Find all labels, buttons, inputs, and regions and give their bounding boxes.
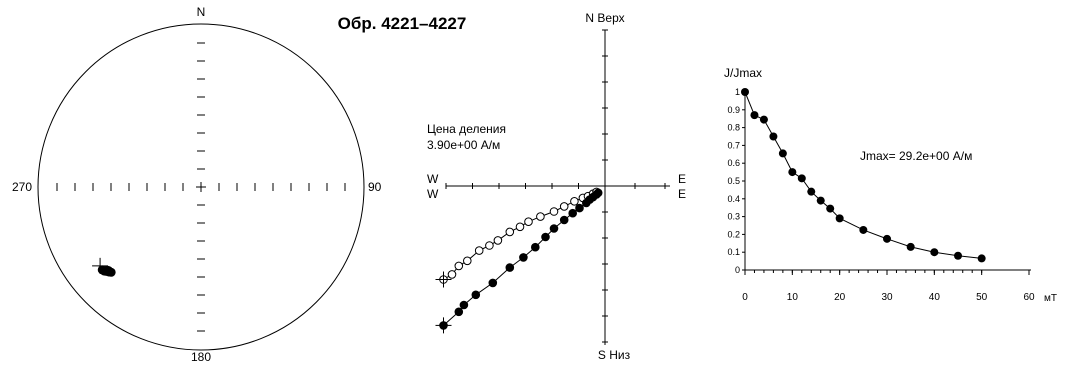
demag-x-tick-label: 50 [976, 292, 988, 303]
stereonet-label-south: 180 [191, 350, 211, 364]
demag-point [797, 174, 806, 183]
demag-chart: J/Jmax мТ Jmax= 29.2e+00 А/м 0 0.1 0.2 0.3 0… [724, 66, 1057, 304]
demag-x-tick-label: 40 [929, 292, 941, 303]
demag-point [977, 254, 986, 263]
demag-x-tick-label: 10 [787, 292, 799, 303]
demag-y-axis-label: J/Jmax [724, 66, 762, 80]
zijderveld-vertical-point [549, 224, 559, 233]
demag-x-tick-label: 30 [881, 292, 893, 303]
demag-x-axis-label: мТ [1044, 293, 1057, 304]
zijderveld-vertical-point [454, 307, 464, 317]
demag-y-tick-label: 0.3 [727, 212, 740, 222]
zijderveld-horizontal-point [570, 197, 579, 206]
zijderveld-label-w-bottom: W [427, 187, 439, 201]
zijderveld-vertical-point [541, 232, 550, 242]
zijderveld-label-s-down: S Низ [598, 348, 631, 362]
zijderveld-horizontal-point [454, 261, 464, 271]
demag-y-tick-label: 0.8 [727, 123, 740, 133]
demag-point [826, 204, 835, 213]
zijderveld-horizontal-point [485, 241, 494, 250]
demag-point [835, 214, 844, 223]
zijderveld-plot: N Верх S Низ E E W W Цена деления 3.90e+… [427, 11, 686, 362]
zijderveld-horizontal-point [474, 246, 484, 255]
stereonet-circle [37, 23, 365, 351]
demag-y-tick-label: 0 [735, 265, 740, 275]
demag-y-tick-label: 0.9 [727, 105, 740, 115]
zijderveld-vertical-point [488, 278, 498, 288]
demag-point [769, 132, 778, 141]
zijderveld-horizontal-point [505, 227, 515, 237]
demag-point [930, 248, 939, 257]
demag-point [859, 225, 868, 234]
zijderveld-vertical-point [505, 263, 515, 272]
zijderveld-scale-label: Цена деления [427, 122, 506, 136]
figure-title: Обр. 4221–4227 [338, 14, 467, 33]
zijderveld-vertical-point [519, 253, 528, 262]
demag-point [954, 251, 962, 260]
demag-y-tick-label: 0.6 [727, 158, 740, 168]
stereonet-label-west: 270 [12, 180, 32, 194]
zijderveld-vertical-point [575, 203, 584, 213]
demag-point [807, 187, 816, 196]
zijderveld-vertical-point [559, 215, 569, 225]
zijderveld-label-e-bottom: E [678, 187, 686, 201]
zijderveld-horizontal-point [515, 222, 525, 232]
demag-jmax-annotation: Jmax= 29.2e+00 А/м [860, 149, 972, 163]
zijderveld-data [435, 187, 603, 334]
zijderveld-ticks [445, 29, 666, 343]
demag-point [816, 196, 825, 205]
demag-y-tick-label: 0.1 [727, 247, 740, 257]
demag-x-tick-label: 0 [742, 292, 748, 303]
demag-point [883, 234, 891, 243]
demag-x-tick-label: 60 [1023, 292, 1035, 303]
zijderveld-vertical-point [459, 300, 469, 310]
demag-y-tick-label: 1 [735, 87, 740, 97]
demag-y-tick-label: 0.7 [727, 140, 740, 150]
stereonet-plot: N 180 270 90 [12, 5, 382, 364]
zijderveld-horizontal-point [463, 256, 472, 266]
zijderveld-horizontal-point [493, 236, 503, 245]
demag-point [778, 149, 787, 158]
demag-data [741, 88, 986, 263]
demag-y-tick-label: 0.4 [727, 194, 740, 204]
demag-point [906, 242, 915, 251]
zijderveld-vertical-point [568, 208, 578, 218]
zijderveld-scale-value: 3.90e+00 А/м [427, 138, 500, 152]
stereonet-ticks [56, 42, 346, 332]
zijderveld-vertical-point [531, 242, 540, 252]
demag-x-tick-label: 20 [834, 292, 846, 303]
zijderveld-label-e-top: E [678, 172, 686, 186]
demag-point [788, 168, 797, 177]
demag-y-tick-label: 0.5 [727, 176, 740, 186]
zijderveld-vertical-point [593, 188, 603, 198]
stereonet-label-north: N [197, 5, 206, 19]
zijderveld-label-w-top: W [427, 172, 439, 186]
stereonet-point [106, 267, 116, 277]
demag-ticks: 00.10.20.30.40.50.60.70.80.910 10 20 30 40 50… [727, 87, 1035, 303]
demag-point [759, 115, 768, 124]
stereonet-label-east: 90 [368, 180, 382, 194]
demag-y-tick-label: 0.2 [727, 229, 740, 239]
zijderveld-horizontal-point [536, 212, 545, 221]
zijderveld-horizontal-point [549, 207, 559, 216]
zijderveld-horizontal-point [524, 217, 533, 226]
demag-point [741, 88, 749, 96]
zijderveld-horizontal-point [559, 202, 569, 211]
zijderveld-vertical-point [471, 290, 481, 300]
zijderveld-horizontal-point [447, 270, 457, 279]
stereonet-points [92, 257, 116, 277]
demag-point [750, 111, 759, 120]
zijderveld-label-n-up: N Верх [585, 11, 624, 25]
